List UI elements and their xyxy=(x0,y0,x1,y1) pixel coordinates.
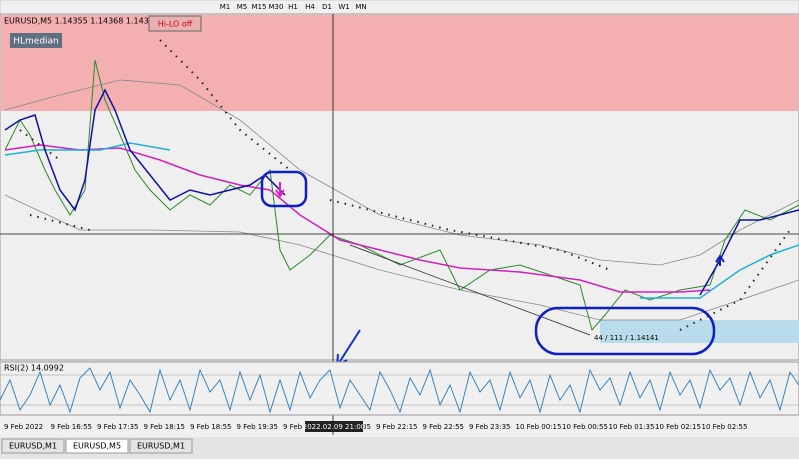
chart-header: EURUSD,M5 1.14355 1.14368 1.14332 1.14 xyxy=(4,17,179,26)
time-label: 9 Feb 16:55 xyxy=(51,423,92,431)
time-label: 10 Feb 02:15 xyxy=(655,423,701,431)
buy-arrow xyxy=(715,254,725,266)
time-label: 9 Feb 23:35 xyxy=(469,423,510,431)
hi-lo-button-label[interactable]: Hi-LO off xyxy=(158,20,193,29)
time-axis: 9 Feb 2022 9 Feb 16:55 9 Feb 17:35 9 Feb 18… xyxy=(4,421,747,432)
tab-label[interactable]: EURUSD,M1 xyxy=(137,442,185,451)
time-label: 9 Feb 2 xyxy=(283,423,309,431)
time-label: 10 Feb 00:15 xyxy=(516,423,562,431)
envelope-lower xyxy=(4,194,799,321)
time-label: 9 Feb 17:35 xyxy=(97,423,138,431)
time-label: 9 Feb 19:35 xyxy=(237,423,278,431)
timeframe-button[interactable]: D1 xyxy=(322,3,332,11)
tabs: EURUSD,M1 EURUSD,M5 EURUSD,M1 xyxy=(1,438,193,454)
timeframe-bar: M1 M5 M15 M30 H1 H4 D1 W1 MN xyxy=(220,3,367,11)
time-label: 10 Feb 02:55 xyxy=(702,423,748,431)
toolbar xyxy=(0,0,799,15)
tab[interactable] xyxy=(65,438,129,454)
timeframe-button[interactable]: M5 xyxy=(237,3,248,11)
indicator-label: HLmedian xyxy=(13,37,59,47)
tab-label[interactable]: EURUSD,M5 xyxy=(73,442,121,451)
timeframe-button[interactable]: M1 xyxy=(220,3,231,11)
timeframe-button[interactable]: M15 xyxy=(252,3,267,11)
tab[interactable] xyxy=(129,438,193,454)
timeframe-button[interactable]: W1 xyxy=(338,3,349,11)
hl-median xyxy=(4,88,286,212)
highlight-circle xyxy=(534,306,716,356)
time-label: 10 Feb 01:35 xyxy=(609,423,655,431)
crosshair-label: 2022.02.09 21:00 xyxy=(303,423,365,431)
time-label: 9 Feb 22:15 xyxy=(376,423,417,431)
sell-arrow xyxy=(275,182,285,198)
tab-label[interactable]: EURUSD,M1 xyxy=(9,442,57,451)
timeframe-button[interactable]: M30 xyxy=(269,3,284,11)
annotation-text: 44 / 111 / 1.14141 xyxy=(594,334,659,342)
time-label: 9 Feb 18:15 xyxy=(144,423,185,431)
price-candles xyxy=(4,59,799,332)
time-label: 9 Feb 22:55 xyxy=(423,423,464,431)
hi-lo-button[interactable] xyxy=(148,15,202,32)
trend-line xyxy=(349,244,591,336)
time-label: 9 Feb 2022 xyxy=(4,423,43,431)
timeframe-button[interactable]: H4 xyxy=(305,3,315,11)
cyan-line xyxy=(640,244,799,299)
rsi-line xyxy=(0,367,799,414)
tab-bar xyxy=(0,437,799,459)
time-label: 9 Feb 18:55 xyxy=(190,423,231,431)
cyan-line xyxy=(4,142,171,156)
timeframe-button[interactable]: MN xyxy=(355,3,366,11)
timeframe-button[interactable]: H1 xyxy=(288,3,298,11)
moving-average xyxy=(4,144,711,293)
time-label: 10 Feb 00:55 xyxy=(562,423,608,431)
highlight-circle xyxy=(260,170,308,208)
indicator-badge xyxy=(10,33,62,48)
lo-zone xyxy=(600,320,799,343)
hl-median xyxy=(699,209,799,296)
crosshair-label-bg xyxy=(305,421,363,432)
envelope-upper xyxy=(4,79,799,266)
tab[interactable] xyxy=(1,438,65,454)
hi-zone xyxy=(1,15,798,111)
rsi-label: RSI(2) 14.0992 xyxy=(4,364,64,373)
